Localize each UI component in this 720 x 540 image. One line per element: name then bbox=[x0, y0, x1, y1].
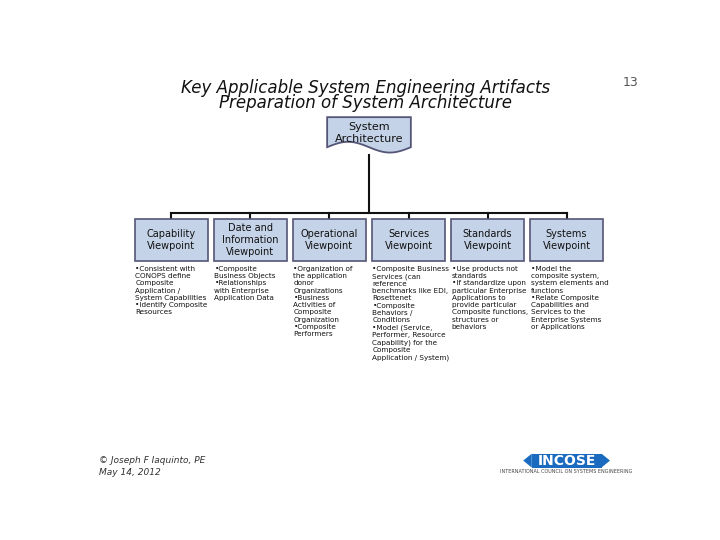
Text: •Consistent with
CONOPS define
Composite
Application /
System Capabilities
•Iden: •Consistent with CONOPS define Composite… bbox=[135, 266, 207, 315]
Polygon shape bbox=[523, 454, 532, 468]
Text: System
Architecture: System Architecture bbox=[335, 122, 403, 144]
Text: Preparation of System Architecture: Preparation of System Architecture bbox=[219, 94, 512, 112]
FancyBboxPatch shape bbox=[292, 219, 366, 261]
FancyBboxPatch shape bbox=[372, 219, 446, 261]
Text: Operational
Viewpoint: Operational Viewpoint bbox=[301, 229, 358, 251]
Text: Key Applicable System Engineering Artifacts: Key Applicable System Engineering Artifa… bbox=[181, 79, 549, 97]
Text: •Composite
Business Objects
•Relationships
with Enterprise
Application Data: •Composite Business Objects •Relationshi… bbox=[215, 266, 276, 301]
Text: INCOSE: INCOSE bbox=[537, 454, 596, 468]
Text: •Composite Business
Services (can
reference
benchmarks like EDI,
Rosettenet
•Com: •Composite Business Services (can refere… bbox=[372, 266, 449, 361]
FancyBboxPatch shape bbox=[135, 219, 208, 261]
FancyBboxPatch shape bbox=[451, 219, 524, 261]
Polygon shape bbox=[327, 117, 411, 153]
Text: Date and
Information
Viewpoint: Date and Information Viewpoint bbox=[222, 222, 279, 258]
FancyBboxPatch shape bbox=[530, 219, 603, 261]
Text: •Model the
composite system,
system elements and
functions
•Relate Composite
Cap: •Model the composite system, system elem… bbox=[531, 266, 608, 330]
Text: Standards
Viewpoint: Standards Viewpoint bbox=[463, 229, 513, 251]
Polygon shape bbox=[601, 454, 610, 468]
Text: INTERNATIONAL COUNCIL ON SYSTEMS ENGINEERING: INTERNATIONAL COUNCIL ON SYSTEMS ENGINEE… bbox=[500, 469, 633, 474]
Text: Capability
Viewpoint: Capability Viewpoint bbox=[147, 229, 196, 251]
Text: 13: 13 bbox=[623, 76, 639, 89]
FancyBboxPatch shape bbox=[214, 219, 287, 261]
FancyBboxPatch shape bbox=[532, 454, 601, 468]
Text: Services
Viewpoint: Services Viewpoint bbox=[384, 229, 433, 251]
Text: •Use products not
standards
•If standardize upon
particular Enterprise
Applicati: •Use products not standards •If standard… bbox=[451, 266, 528, 330]
Text: Systems
Viewpoint: Systems Viewpoint bbox=[543, 229, 590, 251]
Text: © Joseph F Iaquinto, PE
May 14, 2012: © Joseph F Iaquinto, PE May 14, 2012 bbox=[99, 456, 206, 477]
Text: •Organization of
the application
donor
Organizations
•Business
Activities of
Com: •Organization of the application donor O… bbox=[294, 266, 353, 337]
